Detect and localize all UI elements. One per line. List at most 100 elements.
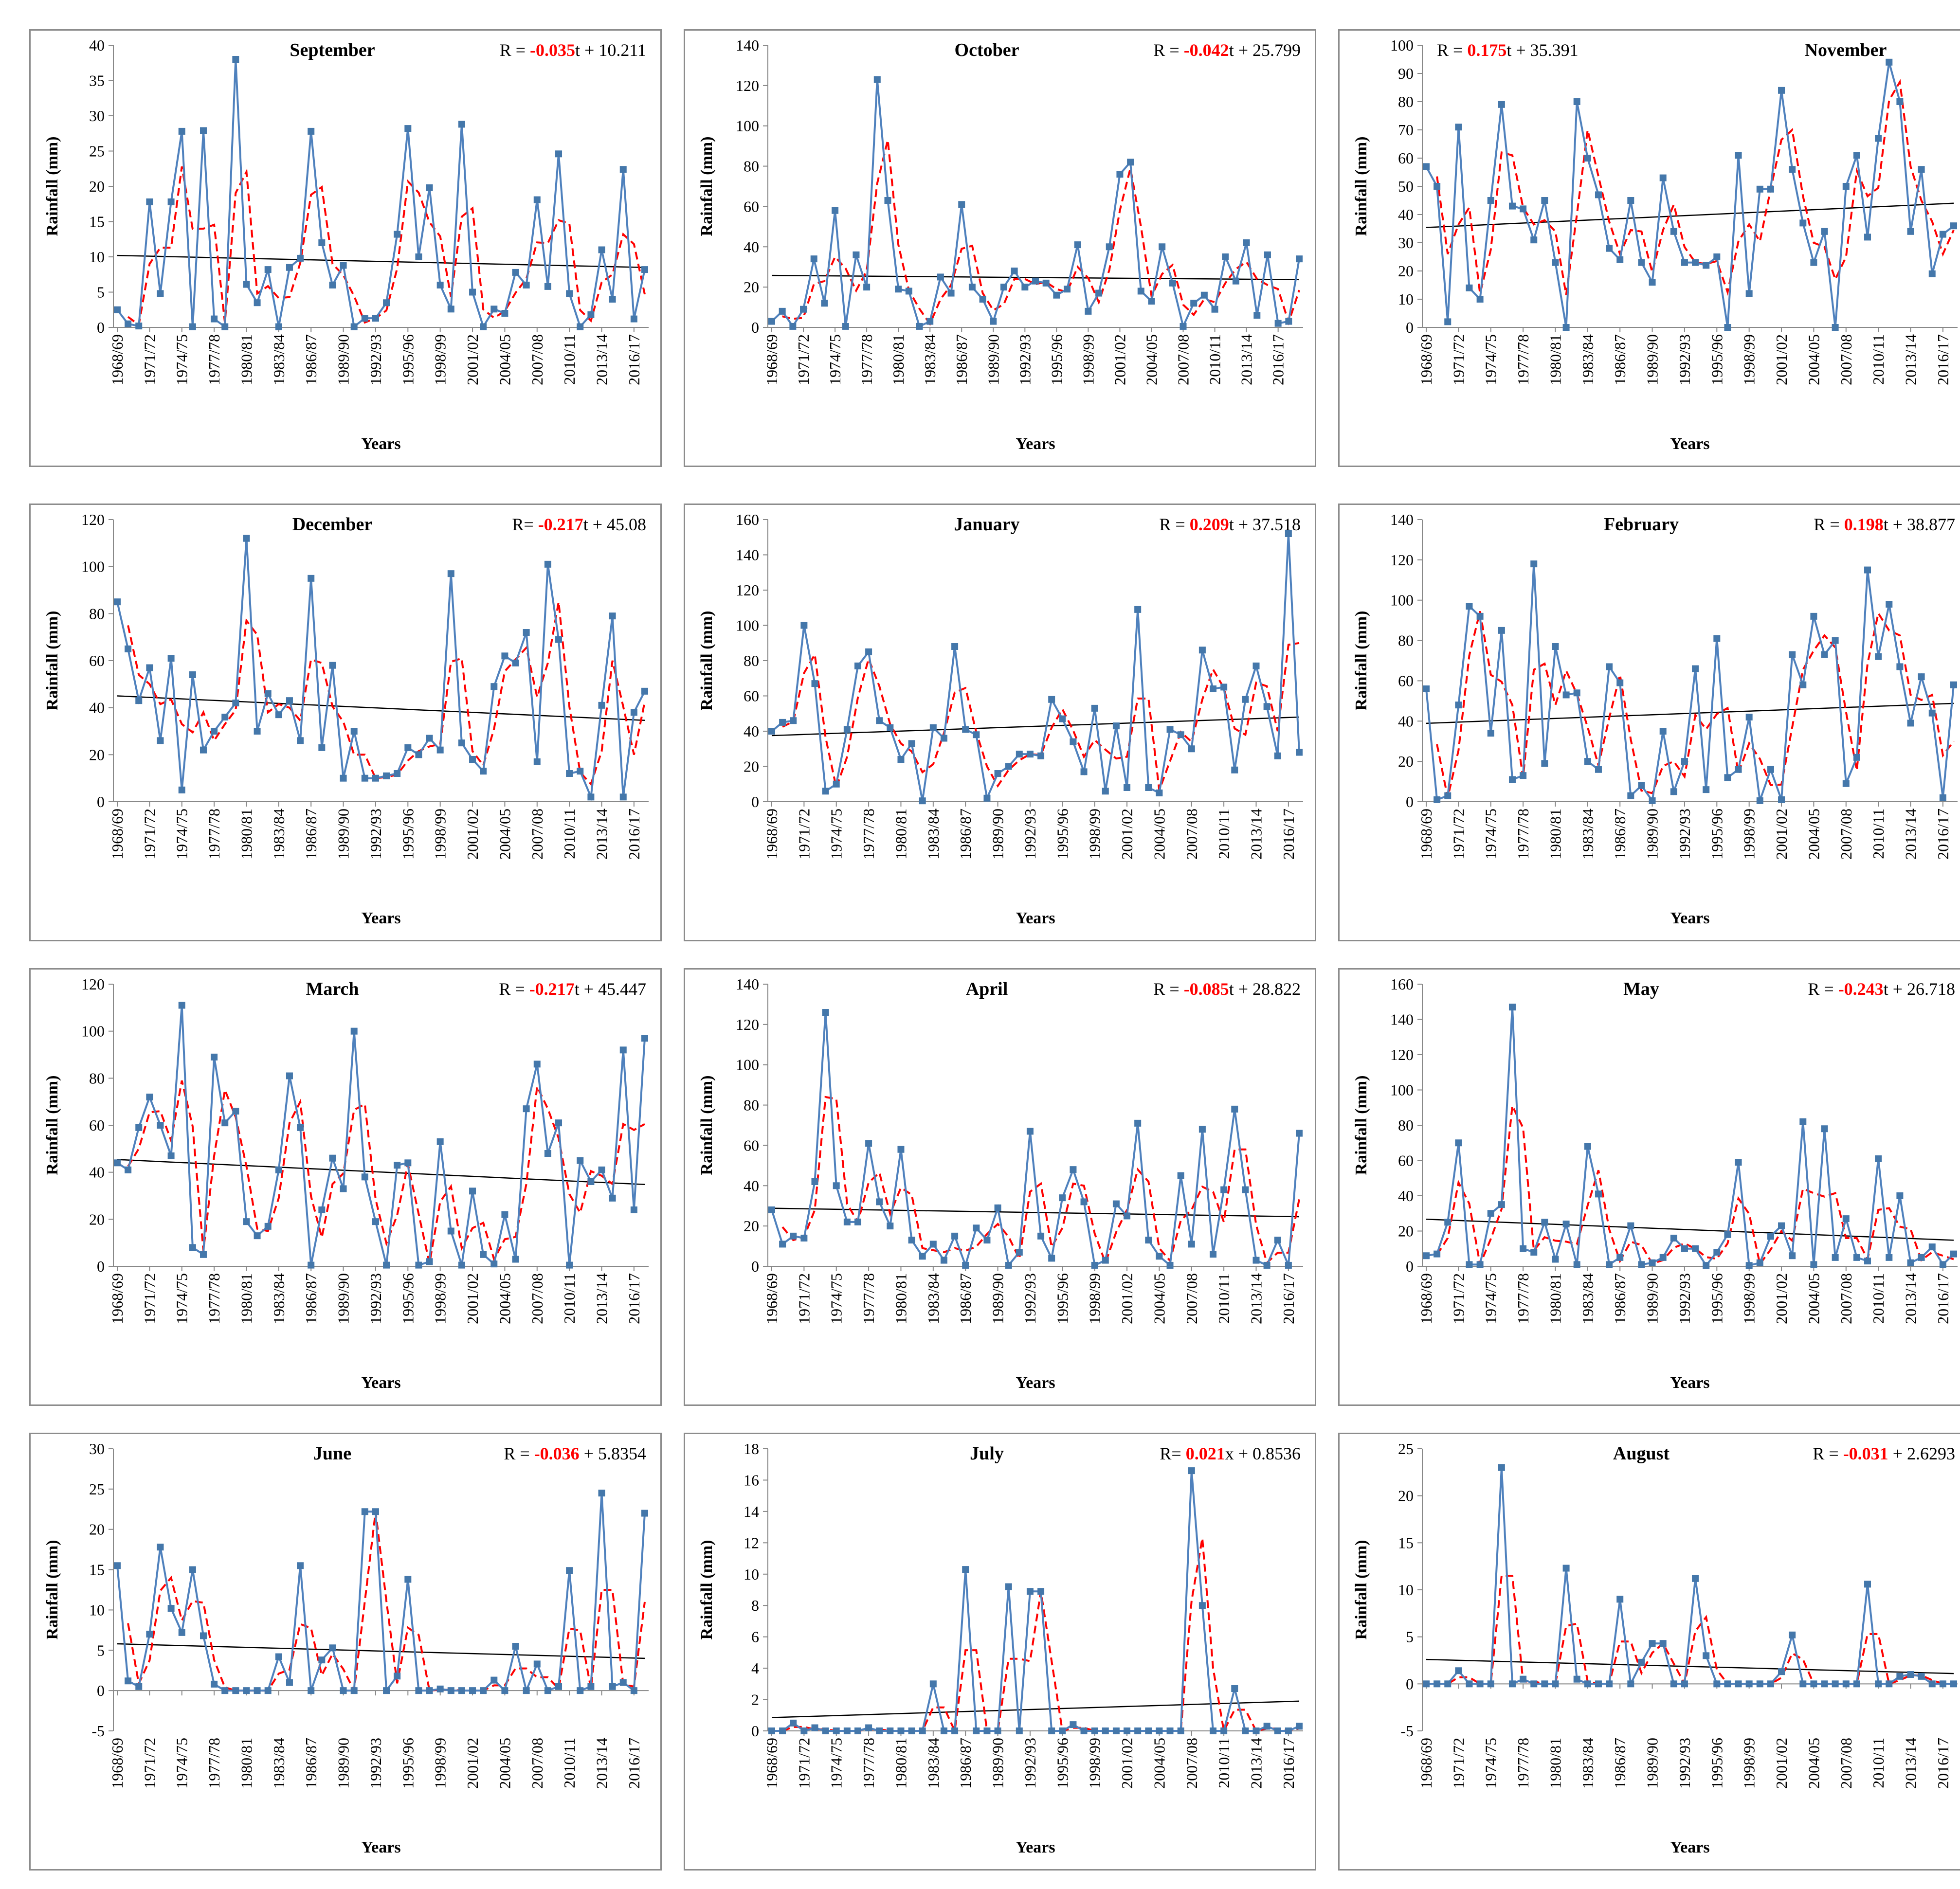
- may-data-point: [1789, 1252, 1796, 1259]
- march-data-point: [619, 1046, 627, 1054]
- august-data-point: [1756, 1680, 1763, 1688]
- june-data-point: [211, 1680, 218, 1688]
- march-x-tick-label: 2001/02: [464, 1273, 481, 1324]
- july-x-tick-label: 1983/84: [925, 1738, 942, 1789]
- november-data-point: [1939, 231, 1946, 238]
- july-data-point: [1005, 1583, 1012, 1590]
- july-data-point: [940, 1727, 947, 1734]
- may-y-tick-label: 140: [1390, 1011, 1414, 1028]
- november-x-tick-label: 2013/14: [1902, 334, 1920, 385]
- september-data-point: [533, 196, 541, 203]
- june-data-point: [178, 1629, 185, 1636]
- april-data-point: [1177, 1172, 1184, 1179]
- january-data-point: [1274, 752, 1281, 759]
- november-trend-equation: R = 0.175t + 35.391: [1437, 40, 1579, 60]
- december-data-point: [329, 662, 336, 669]
- july-data-point: [1296, 1723, 1303, 1730]
- april-y-tick-label: 140: [736, 975, 759, 993]
- may-data-point: [1466, 1261, 1473, 1268]
- november-x-tick-label: 1998/99: [1741, 334, 1758, 385]
- october-data-point: [1074, 241, 1081, 249]
- march-data-point: [178, 1002, 185, 1009]
- november-data-point: [1918, 166, 1925, 173]
- march-data-point: [125, 1166, 132, 1173]
- july-data-point: [1210, 1727, 1217, 1734]
- august-data-point: [1821, 1680, 1828, 1688]
- february-data-point: [1767, 766, 1774, 773]
- march-y-tick-label: 100: [81, 1023, 105, 1040]
- august-x-tick-label: 1980/81: [1546, 1738, 1564, 1789]
- april-x-axis-label: Years: [1016, 1374, 1055, 1392]
- may-data-point: [1918, 1254, 1925, 1261]
- august-data-point: [1681, 1680, 1688, 1688]
- december-y-tick-label: 40: [89, 699, 105, 717]
- august-data-point: [1487, 1680, 1494, 1688]
- august-x-tick-label: 1974/75: [1482, 1738, 1500, 1789]
- december-trend-line: [117, 695, 645, 721]
- march-data-point: [221, 1119, 229, 1127]
- june-data-point: [286, 1679, 293, 1686]
- january-x-tick-label: 1989/90: [989, 809, 1007, 860]
- december-data-point: [447, 570, 454, 577]
- september-x-tick-label: 1968/69: [109, 334, 126, 385]
- january-data-point: [1134, 606, 1142, 613]
- december-data-point: [146, 664, 153, 671]
- february-data-point: [1789, 651, 1796, 658]
- december-data-point: [383, 772, 390, 779]
- march-data-point: [340, 1185, 347, 1192]
- september-data-point: [566, 290, 573, 297]
- june-data-point: [135, 1683, 143, 1690]
- december-data-point: [394, 770, 401, 777]
- may-data-point: [1853, 1254, 1860, 1261]
- may-data-point: [1821, 1125, 1828, 1133]
- january-data-point: [994, 770, 1001, 777]
- january-trend-line: [771, 716, 1300, 737]
- january-data-point: [919, 797, 926, 805]
- december-data-point: [297, 737, 304, 744]
- december-x-tick-label: 2007/08: [528, 809, 546, 860]
- june-data-point: [157, 1544, 164, 1551]
- november-data-point: [1724, 324, 1731, 331]
- april-data-point: [876, 1198, 883, 1205]
- november-data-point: [1810, 259, 1817, 266]
- february-x-tick-label: 2004/05: [1805, 809, 1822, 860]
- november-data-point: [1649, 279, 1656, 286]
- february-data-point: [1520, 772, 1527, 779]
- june-data-point: [587, 1683, 595, 1690]
- december-data-point: [458, 739, 465, 747]
- february-data-point: [1670, 788, 1677, 795]
- march-y-axis-label: Rainfall (mm): [43, 1076, 61, 1175]
- august-data-point: [1767, 1680, 1774, 1688]
- november-data-point: [1703, 262, 1710, 269]
- september-data-point: [372, 315, 379, 322]
- april-x-tick-label: 2001/02: [1118, 1273, 1136, 1324]
- august-y-tick-label: 5: [1406, 1628, 1414, 1646]
- october-x-tick-label: 1992/93: [1016, 334, 1034, 385]
- december-data-point: [189, 671, 196, 678]
- june-chart-title: June: [313, 1443, 351, 1464]
- november-x-tick-label: 1968/69: [1417, 334, 1435, 385]
- april-data-point: [1048, 1255, 1055, 1262]
- april-data-point: [1188, 1241, 1195, 1248]
- june-rainfall-series-line: [116, 1493, 646, 1694]
- january-x-tick-label: 2001/02: [1118, 809, 1136, 860]
- march-chart-panel: 0 20 40 60 80 100 120 1968/69 1971/72 1974/75 1977…: [29, 968, 662, 1406]
- august-x-tick-label: 1995/96: [1708, 1738, 1725, 1789]
- july-data-point: [1166, 1727, 1174, 1734]
- august-data-point: [1692, 1575, 1699, 1582]
- june-data-point: [555, 1683, 563, 1690]
- september-data-point: [641, 266, 648, 273]
- january-x-tick-label: 1971/72: [795, 809, 813, 860]
- august-data-point: [1659, 1640, 1667, 1647]
- may-data-point: [1939, 1261, 1946, 1268]
- february-data-point: [1434, 796, 1441, 803]
- april-data-point: [1274, 1237, 1281, 1244]
- october-data-point: [1148, 298, 1155, 305]
- october-data-point: [1000, 284, 1007, 291]
- february-y-tick-label: 20: [1398, 753, 1414, 770]
- november-chart-panel: 0 10 20 30 40 50 60 70 80 90 100 1968/69 1971/72 1974…: [1338, 29, 1960, 467]
- november-data-point: [1842, 183, 1850, 190]
- november-data-point: [1659, 174, 1667, 181]
- july-data-point: [1177, 1727, 1184, 1734]
- december-data-point: [167, 655, 175, 662]
